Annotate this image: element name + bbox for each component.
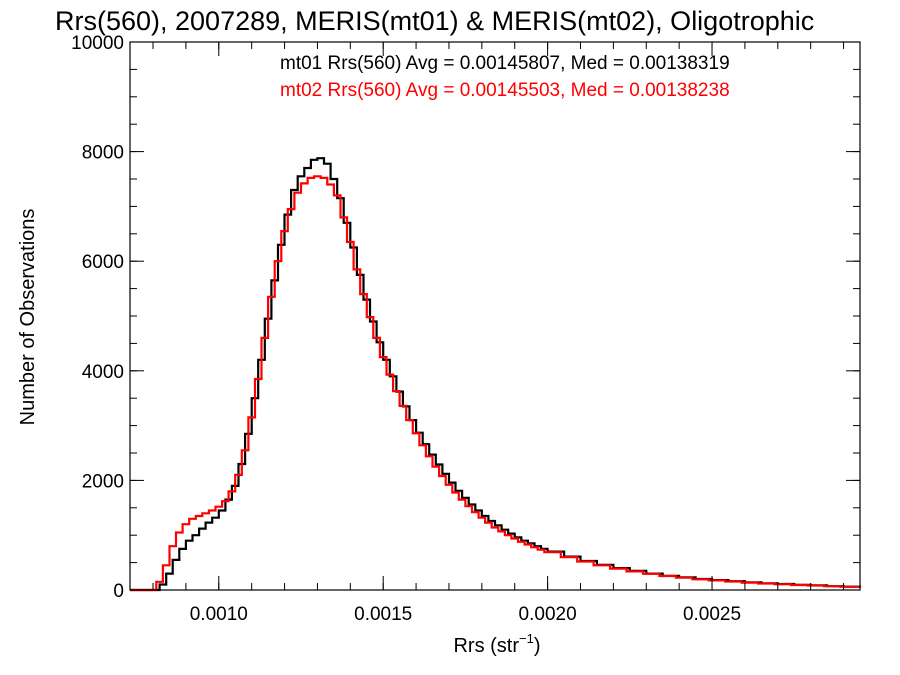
series-line-mt01 [130, 157, 862, 592]
y-tick-label: 4000 [82, 362, 124, 383]
y-tick-label: 2000 [82, 471, 124, 492]
series-line-mt02 [130, 175, 862, 592]
x-tick-label: 0.0015 [354, 604, 412, 625]
y-tick-label: 8000 [82, 143, 124, 164]
axes-layer: 0.0010 0.0015 0.0020 0.0025 0 2000 4000 6000 800… [71, 33, 861, 625]
x-tick-label: 0.0025 [683, 604, 741, 625]
y-tick-label: 10000 [71, 33, 124, 54]
x-tick-label: 0.0010 [190, 604, 248, 625]
y-tick-label: 6000 [82, 252, 124, 273]
plot-frame [129, 41, 861, 591]
legend-entry-mt01: mt01 Rrs(560) Avg = 0.00145807, Med = 0.… [280, 53, 730, 74]
y-axis-label: Number of Observations [17, 209, 39, 426]
legend-entry-mt02: mt02 Rrs(560) Avg = 0.00145503, Med = 0.… [280, 80, 730, 101]
x-axis-label: Rrs (str−1) [453, 631, 540, 657]
chart-title: Rrs(560), 2007289, MERIS(mt01) & MERIS(m… [55, 6, 814, 36]
x-tick-label: 0.0020 [519, 604, 577, 625]
y-tick-label: 0 [113, 581, 124, 602]
series-layer [130, 157, 862, 592]
